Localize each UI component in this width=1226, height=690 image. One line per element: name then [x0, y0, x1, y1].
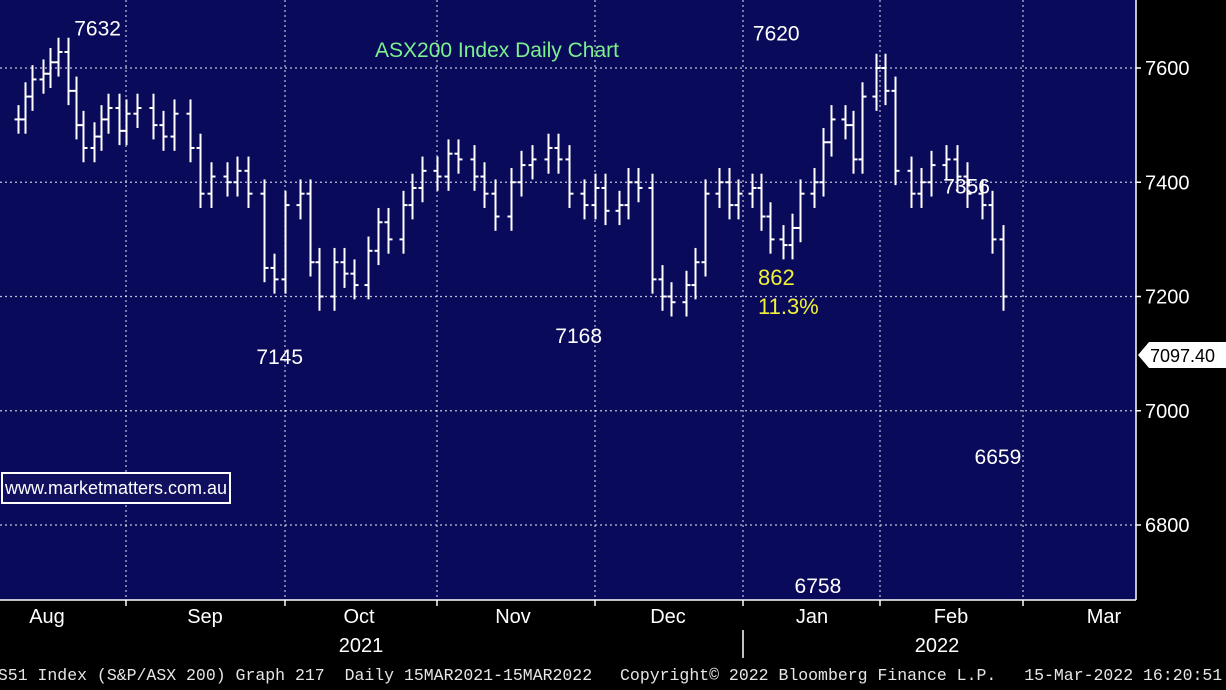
price-label: 6758	[795, 575, 842, 598]
price-label: 7356	[943, 175, 990, 198]
x-month-label: Mar	[1087, 606, 1122, 628]
y-tick-label: 7400	[1145, 172, 1190, 194]
y-axis: 6800 7000 7200 7400 7600	[1135, 0, 1190, 600]
x-month-label: Feb	[934, 606, 968, 628]
price-label: 7145	[256, 346, 303, 369]
x-axis-panel	[0, 600, 1226, 662]
x-month-label: Sep	[187, 606, 223, 628]
footer-bar: AS51 Index (S&P/ASX 200) Graph 217 Daily…	[0, 662, 1226, 690]
watermark-url[interactable]: www.marketmatters.com.au	[1, 472, 232, 504]
x-month-label: Nov	[495, 606, 531, 628]
chart: 6800 7000 7200 7400 7600 Aug Sep Oct Nov Dec Jan F…	[0, 0, 1226, 662]
price-label: 7620	[753, 23, 800, 46]
y-axis-panel	[1136, 0, 1226, 600]
y-tick-label: 7000	[1145, 401, 1190, 423]
x-month-label: Aug	[29, 606, 65, 628]
price-label: 7168	[555, 325, 602, 348]
y-tick-label: 7600	[1145, 58, 1190, 80]
x-axis: Aug Sep Oct Nov Dec Jan Feb Mar 2021 2022	[0, 599, 1136, 658]
y-tick-label: 6800	[1145, 515, 1190, 537]
x-year-label: 2021	[339, 635, 384, 657]
x-year-label: 2022	[915, 635, 960, 657]
move-points-label: 862	[758, 265, 795, 290]
price-label: 6659	[975, 446, 1022, 469]
last-price-tag-shape	[1138, 342, 1226, 368]
footer-range: Daily 15MAR2021-15MAR2022	[344, 666, 593, 685]
footer-security: AS51 Index (S&P/ASX 200) Graph 217	[0, 666, 325, 685]
price-bars	[14, 37, 1008, 317]
price-labels: 7632 7145 7168 7620 7356 6758 6659	[74, 18, 1021, 598]
footer-copyright: Copyright© 2022 Bloomberg Finance L.P.	[620, 666, 997, 685]
chart-title: ASX200 Index Daily Chart	[375, 39, 619, 62]
x-month-label: Jan	[796, 606, 828, 628]
plot-background	[0, 0, 1136, 600]
price-label: 7632	[74, 18, 121, 41]
move-percent-label: 11.3%	[758, 294, 819, 319]
x-month-label: Dec	[650, 606, 686, 628]
x-month-label: Oct	[343, 606, 375, 628]
last-price-value: 7097.40	[1150, 346, 1215, 366]
y-tick-label: 7200	[1145, 287, 1190, 309]
footer-timestamp: 15-Mar-2022 16:20:51	[1024, 666, 1223, 685]
last-price-tag: 7097.40	[1138, 342, 1226, 368]
